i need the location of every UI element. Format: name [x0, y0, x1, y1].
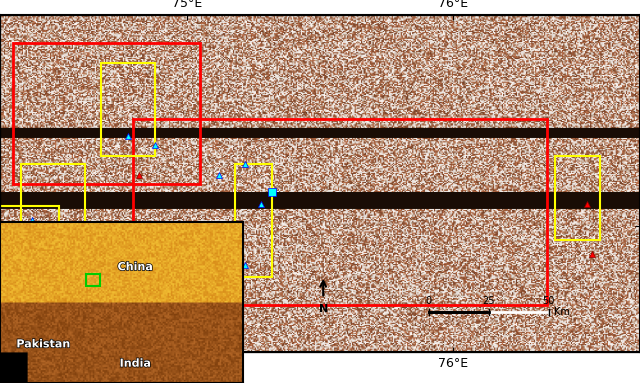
Bar	[13, 43, 200, 184]
Text: 50: 50	[543, 296, 555, 306]
Text: 0: 0	[426, 296, 432, 306]
Text: China: China	[118, 262, 153, 272]
Bar	[0, 206, 59, 268]
Bar	[101, 63, 155, 156]
Bar	[235, 164, 272, 277]
Text: Km: Km	[554, 307, 570, 317]
Text: 25: 25	[483, 296, 495, 306]
Bar	[555, 156, 600, 240]
Text: N: N	[319, 304, 328, 314]
Bar	[86, 273, 100, 286]
Bar	[21, 164, 85, 226]
Text: India: India	[120, 359, 150, 369]
Bar	[133, 119, 547, 304]
Text: Pakistan: Pakistan	[17, 339, 70, 349]
